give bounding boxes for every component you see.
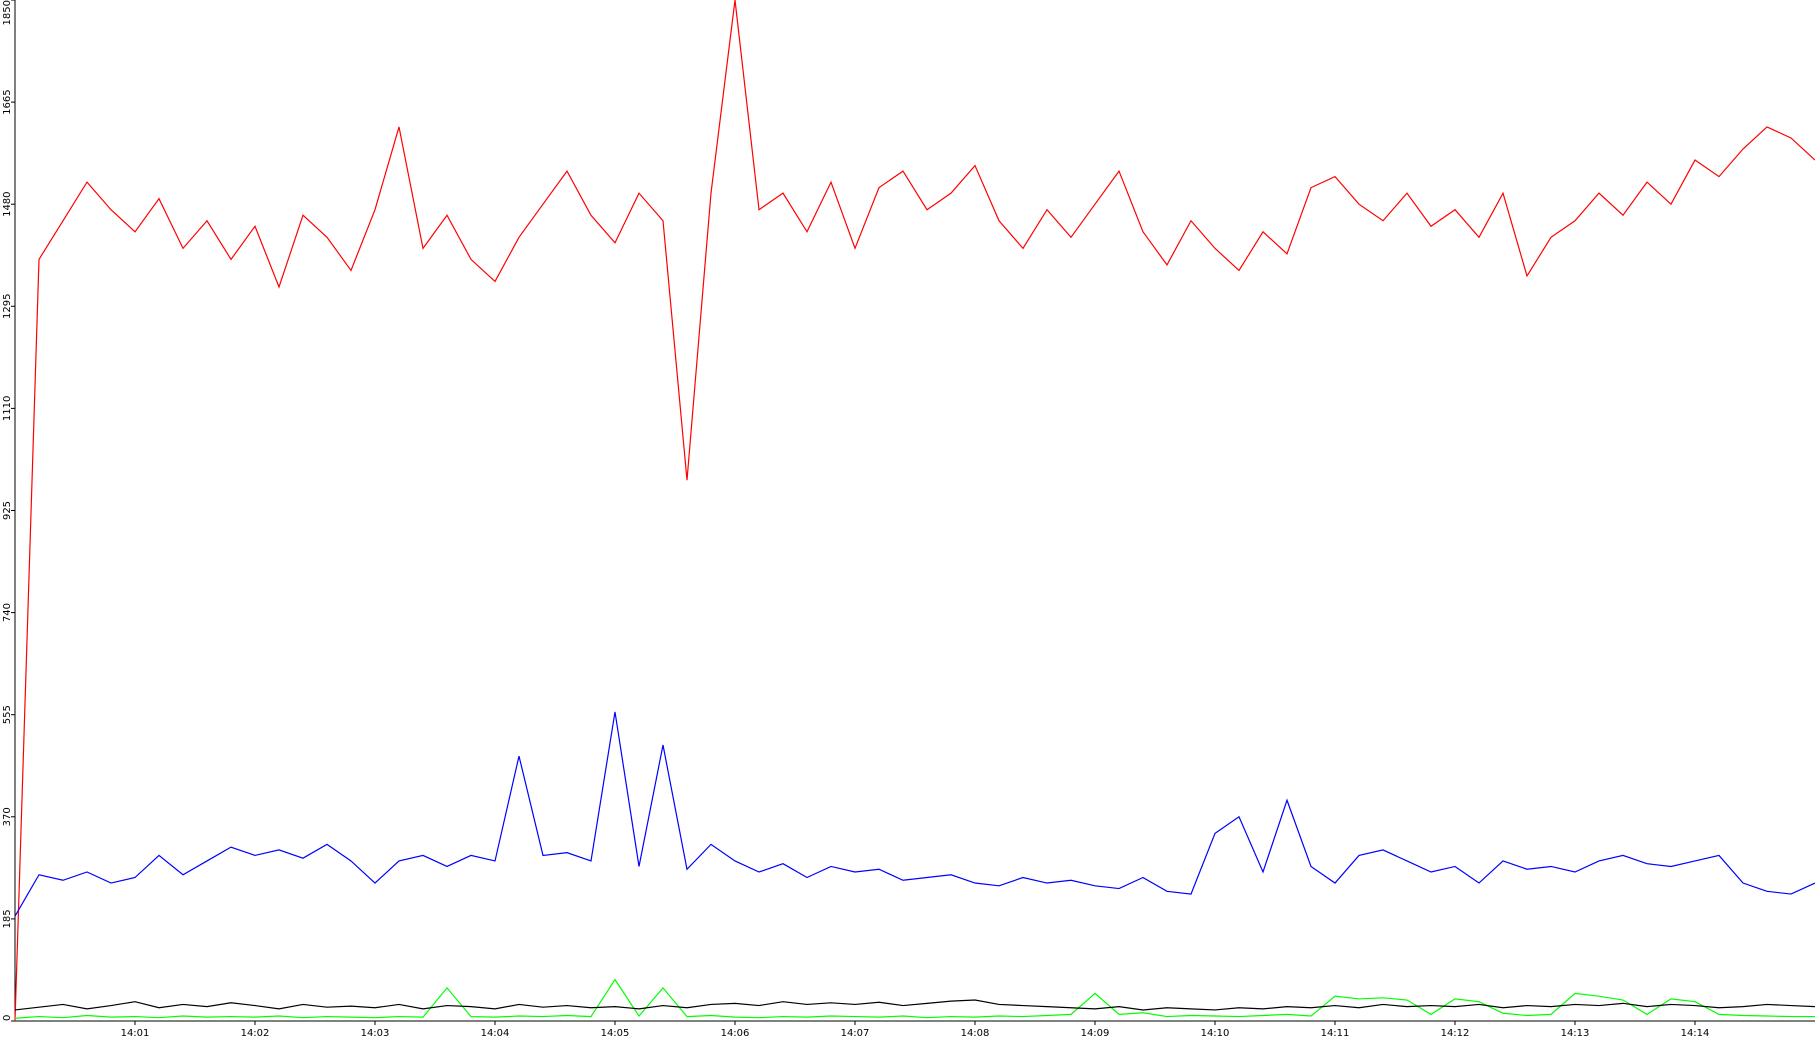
x-tick-label: 14:08 [961, 1028, 990, 1039]
y-tick-label: 740 [2, 603, 13, 622]
x-tick-label: 14:05 [601, 1028, 630, 1039]
y-tick-label: 925 [2, 501, 13, 520]
series-line [14, 0, 1815, 1022]
y-tick-label: 1295 [2, 294, 13, 319]
y-tick-label: 555 [2, 705, 13, 724]
x-tick-label: 14:14 [1681, 1028, 1710, 1039]
series-line [14, 711, 1815, 917]
y-tick-label: 1665 [2, 89, 13, 114]
series-line [14, 978, 1815, 1019]
x-tick-label: 14:01 [121, 1028, 150, 1039]
x-tick-label: 14:06 [721, 1028, 750, 1039]
y-tick-label: 1480 [2, 191, 13, 216]
x-tick-label: 14:07 [841, 1028, 870, 1039]
y-tick-label: 0 [2, 1015, 13, 1021]
x-tick-label: 14:12 [1441, 1028, 1470, 1039]
x-tick-label: 14:02 [241, 1028, 270, 1039]
x-tick-label: 14:13 [1561, 1028, 1590, 1039]
x-tick-label: 14:03 [361, 1028, 390, 1039]
x-tick-label: 14:10 [1201, 1028, 1230, 1039]
x-tick-label: 14:11 [1321, 1028, 1350, 1039]
y-tick-label: 185 [2, 909, 13, 928]
series-line [14, 999, 1815, 1011]
x-tick-label: 14:04 [481, 1028, 510, 1039]
y-tick-label: 1110 [2, 396, 13, 421]
y-tick-label: 370 [2, 807, 13, 826]
x-tick-label: 14:09 [1081, 1028, 1110, 1039]
y-tick-label: 1850 [2, 0, 13, 25]
